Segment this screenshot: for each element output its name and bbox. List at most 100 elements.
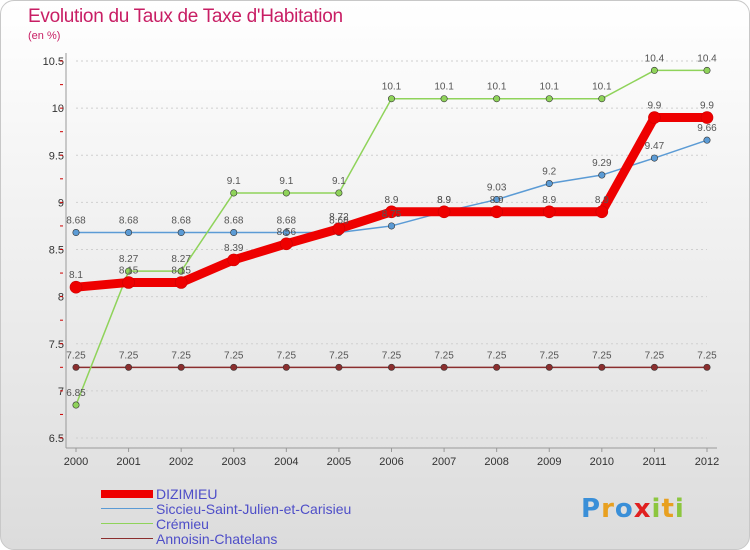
data-label: 8.9 [437, 195, 451, 206]
data-point [542, 205, 556, 219]
x-tick-label: 2011 [643, 456, 667, 468]
data-point [703, 136, 711, 144]
y-tick-label: 6.5 [49, 433, 64, 445]
axes: 6.5 7 7.5 8 8.5 9 9.5 10 10.5 2000 2001 2002 2003 200… [43, 53, 719, 468]
legend-item-siccieu: Siccieu-Saint-Julien-et-Carisieu [101, 501, 401, 517]
data-label: 9.03 [487, 183, 507, 194]
logo-letter: t [661, 494, 675, 524]
y-tick-label: 8.5 [49, 245, 64, 257]
legend-label: Siccieu-Saint-Julien-et-Carisieu [156, 501, 352, 517]
data-label: 8.75 [382, 209, 402, 220]
data-label: 10.1 [382, 82, 402, 93]
data-label: 8.15 [171, 265, 191, 276]
data-label: 7.25 [434, 350, 454, 361]
series-group [69, 66, 714, 409]
data-point [282, 189, 290, 197]
chart-subtitle: (en %) [28, 30, 61, 42]
data-label: 8.39 [224, 243, 244, 254]
x-tick-label: 2007 [432, 456, 456, 468]
data-label: 7.25 [645, 350, 665, 361]
data-point [174, 276, 188, 289]
data-point [703, 66, 711, 74]
y-tick-label: 8 [58, 292, 64, 304]
data-label: 8.68 [277, 216, 297, 227]
data-label: 7.25 [382, 350, 402, 361]
y-tick-label: 9 [58, 197, 64, 209]
data-point [177, 363, 185, 371]
data-point [493, 95, 501, 103]
legend-item-annoisin: Annoisin-Chatelans [101, 531, 401, 547]
legend-item-cremieu: Crémieu [101, 516, 401, 532]
data-label: 7.25 [224, 350, 244, 361]
data-label: 9.66 [697, 123, 717, 134]
legend-label: Annoisin-Chatelans [156, 531, 278, 547]
data-point [282, 229, 290, 237]
data-point [69, 280, 83, 294]
x-tick-label: 2010 [590, 456, 614, 468]
data-label: 8.9 [595, 195, 609, 206]
data-label: 10.4 [645, 53, 665, 64]
x-tick-label: 2003 [222, 456, 246, 468]
data-label: 8.9 [490, 195, 504, 206]
x-tick-label: 2012 [695, 456, 719, 468]
data-label: 9.1 [332, 176, 346, 187]
data-point [335, 363, 343, 371]
data-label: 8.68 [171, 216, 191, 227]
data-label: 8.1 [69, 270, 83, 281]
data-label: 9.29 [592, 158, 612, 169]
data-label: 10.1 [487, 82, 507, 93]
data-label: 8.9 [437, 195, 451, 206]
data-label: 8.68 [224, 216, 244, 227]
data-label: 9.9 [647, 101, 661, 112]
data-point [598, 363, 606, 371]
logo-letter: o [614, 494, 634, 524]
data-point [650, 154, 658, 162]
data-label: 10.1 [434, 82, 454, 93]
y-tick-label: 10.5 [43, 56, 64, 68]
x-tick-label: 2005 [327, 456, 351, 468]
data-label: 9.1 [279, 176, 293, 187]
y-tick-label: 9.5 [49, 150, 64, 162]
logo-letter: i [674, 494, 685, 524]
data-point [282, 363, 290, 371]
data-label: 8.15 [119, 265, 139, 276]
x-tick-label: 2009 [537, 456, 561, 468]
data-point [650, 66, 658, 74]
data-label: 8.9 [542, 195, 556, 206]
data-label: 8.68 [329, 216, 349, 227]
x-tick-label: 2001 [116, 456, 140, 468]
data-label: 7.25 [592, 350, 612, 361]
chart-title: Evolution du Taux de Taxe d'Habitation [28, 6, 343, 27]
data-point [700, 111, 714, 124]
data-point [387, 222, 395, 230]
data-label: 10.1 [540, 82, 560, 93]
data-point [545, 180, 553, 188]
data-label: 8.27 [119, 254, 139, 265]
x-tick-label: 2000 [64, 456, 88, 468]
data-label: 8.72 [329, 212, 349, 223]
data-point [332, 222, 346, 236]
data-label: 8.27 [171, 254, 191, 265]
data-point [598, 171, 606, 179]
data-label: 8.56 [277, 227, 297, 238]
data-label: 7.25 [697, 350, 717, 361]
data-point [493, 196, 501, 204]
data-point [280, 237, 293, 251]
data-point [595, 205, 609, 219]
data-label: 7.25 [540, 350, 560, 361]
data-point [177, 229, 185, 237]
data-point [703, 363, 711, 371]
data-label: 7.25 [329, 350, 349, 361]
data-point [122, 276, 135, 289]
data-label: 10.1 [592, 82, 612, 93]
data-label: 9.1 [227, 176, 241, 187]
data-point [72, 229, 80, 237]
data-point [545, 95, 553, 103]
y-tick-label: 7.5 [49, 339, 64, 351]
data-label: 7.25 [277, 350, 297, 361]
data-label: 9.2 [542, 167, 556, 178]
data-point [650, 363, 658, 371]
data-label: 8.68 [119, 216, 139, 227]
